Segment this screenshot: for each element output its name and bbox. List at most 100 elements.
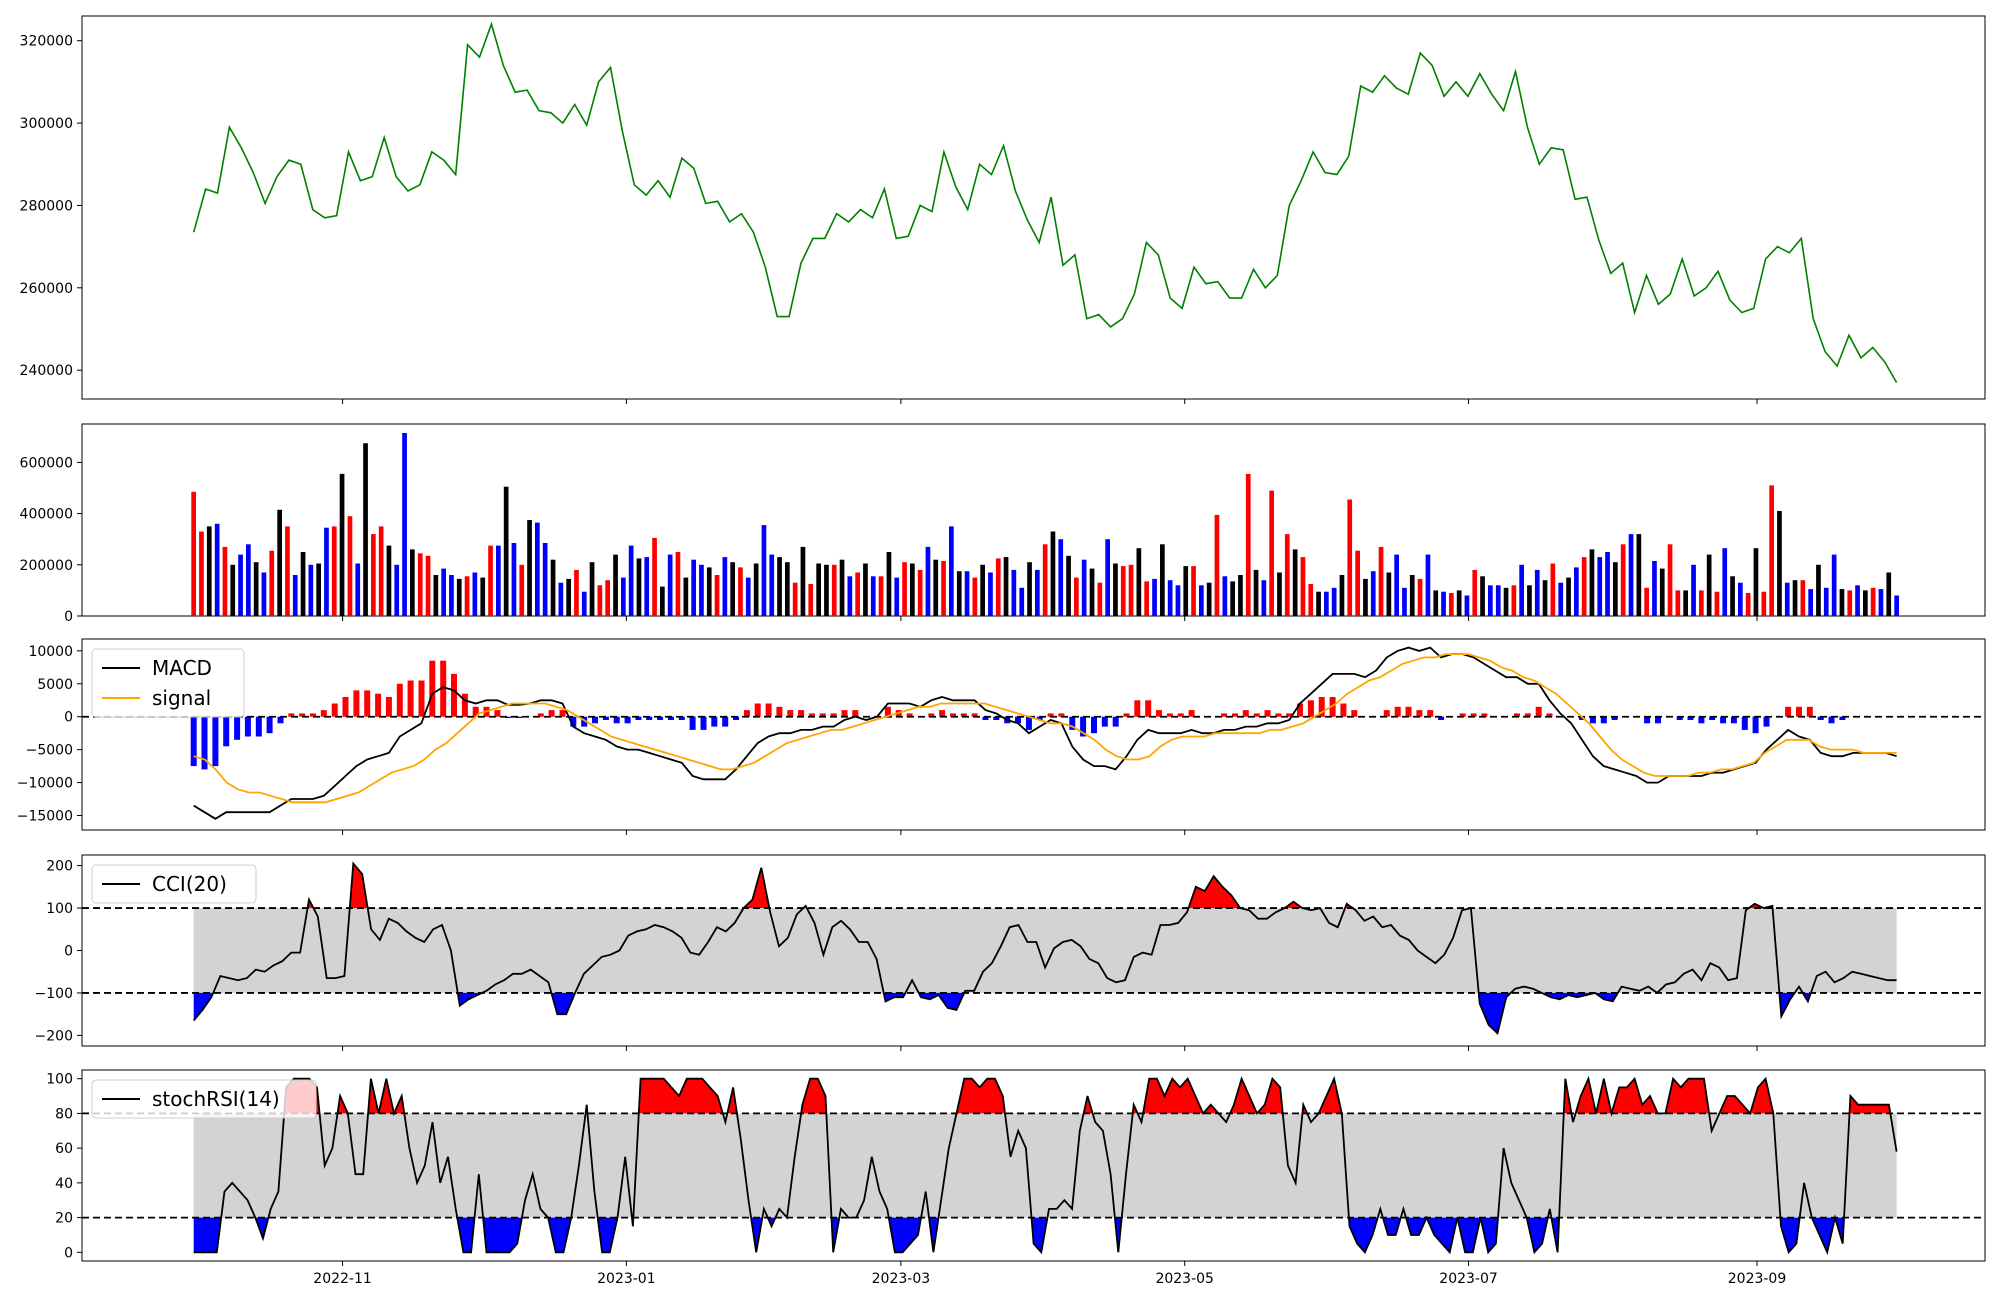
macd-histogram-bar xyxy=(1514,713,1520,717)
y-tick-label: 240000 xyxy=(20,363,73,379)
macd-histogram-bar xyxy=(353,690,360,717)
macd-histogram-bar xyxy=(266,716,273,734)
volume-bar xyxy=(410,549,415,616)
volume-bar xyxy=(761,525,767,616)
x-tick-label: 2023-05 xyxy=(1155,1271,1214,1287)
y-tick-label: 0 xyxy=(64,710,73,726)
volume-bar xyxy=(1675,590,1681,616)
volume-bar xyxy=(1503,587,1509,616)
volume-bar xyxy=(1019,587,1025,616)
macd-histogram-bar xyxy=(1535,706,1542,717)
cci-line xyxy=(193,861,1897,1036)
macd-histogram-bar xyxy=(1763,716,1770,727)
volume-bar xyxy=(1042,544,1048,616)
macd-histogram-bar xyxy=(548,710,555,717)
volume-bar xyxy=(308,564,314,616)
y-tick-label: 10000 xyxy=(28,644,73,660)
volume-bar xyxy=(1488,585,1493,616)
volume-bar xyxy=(800,546,806,616)
volume-bar xyxy=(706,567,712,616)
volume-bar xyxy=(1113,563,1118,616)
volume-bar xyxy=(581,591,587,616)
volume-bar xyxy=(1402,587,1407,616)
macd-histogram-bar xyxy=(657,716,664,720)
volume-bar xyxy=(847,576,853,616)
macd-histogram-bar xyxy=(808,713,815,717)
volume-bar xyxy=(1183,566,1189,616)
macd-histogram-bar xyxy=(1297,703,1303,717)
volume-bar xyxy=(558,582,564,616)
volume-bar xyxy=(1214,514,1220,616)
macd-histogram-bar xyxy=(1817,716,1824,720)
volume-bar xyxy=(191,491,196,616)
macd-histogram-bar xyxy=(223,716,230,747)
date-axis: 2022-11 2023-01 2023-03 2023-05 2023-07 2023-… xyxy=(313,1271,1786,1287)
volume-bar xyxy=(1011,569,1017,616)
volume-bar xyxy=(1566,577,1571,616)
macd-histogram-bar xyxy=(1145,700,1152,717)
volume-bar xyxy=(878,576,884,616)
volume-bar xyxy=(988,572,993,616)
macd-histogram-bar xyxy=(1481,713,1488,717)
volume-bar xyxy=(550,559,556,616)
macd-histogram-bar xyxy=(429,660,436,717)
macd-histogram-bar xyxy=(1720,716,1727,724)
macd-histogram-bar xyxy=(234,716,241,740)
macd-histogram-bar xyxy=(559,710,566,717)
volume-bar xyxy=(1847,590,1853,616)
macd-histogram-bar xyxy=(733,716,739,720)
macd-histogram-bar xyxy=(950,713,956,717)
macd-histogram-bar xyxy=(537,713,544,717)
volume-bar xyxy=(964,571,970,616)
macd-histogram-bar xyxy=(852,710,859,717)
volume-bar xyxy=(316,563,321,616)
y-tick-label: 300000 xyxy=(20,116,73,132)
volume-bar xyxy=(441,568,446,616)
volume-bar xyxy=(1831,554,1837,616)
y-tick-label: 60 xyxy=(55,1141,73,1157)
macd-histogram-bar xyxy=(1036,716,1043,720)
macd-histogram-bar xyxy=(1069,716,1076,730)
volume-bar xyxy=(1316,591,1321,616)
macd-histogram-bar xyxy=(1524,713,1531,717)
volume-bar xyxy=(1620,544,1626,616)
volume-bar xyxy=(714,575,720,616)
macd-histogram-bar xyxy=(451,673,457,717)
macd-histogram-bar xyxy=(798,710,805,717)
volume-bar xyxy=(636,558,642,616)
volume-bar xyxy=(956,571,962,616)
macd-histogram-bar xyxy=(1438,716,1445,720)
macd-histogram-bar xyxy=(255,716,262,737)
volume-bar xyxy=(1792,580,1798,616)
volume-bar xyxy=(589,562,595,616)
legend-label: stochRSI(14) xyxy=(152,1087,280,1111)
volume-bar xyxy=(1878,589,1884,616)
stochrsi-overbought-fill xyxy=(193,1078,1897,1114)
macd-histogram-bar xyxy=(1459,713,1466,717)
volume-bar xyxy=(1160,544,1165,616)
price-panel: 240000 260000 280000 300000 320000 xyxy=(20,15,1986,404)
volume-bar xyxy=(1472,569,1478,616)
volume-bar xyxy=(910,563,915,616)
volume-bar xyxy=(1449,593,1454,616)
volume-bar xyxy=(1120,566,1126,616)
volume-bar xyxy=(667,554,673,616)
volume-bar xyxy=(745,577,751,616)
macd-histogram-bar xyxy=(1785,706,1792,717)
volume-bar xyxy=(1652,561,1657,616)
volume-bar xyxy=(621,577,626,616)
volume-panel: 0 200000 400000 600000 xyxy=(20,423,1986,625)
macd-histogram-bar xyxy=(678,716,685,720)
volume-bar xyxy=(1769,485,1774,616)
volume-bar xyxy=(1519,564,1524,616)
volume-bar xyxy=(699,564,704,616)
macd-histogram-bar xyxy=(928,713,935,717)
macd-histogram-bar xyxy=(592,716,598,724)
volume-bar xyxy=(230,564,236,616)
stochrsi-neutral-band xyxy=(193,1113,1897,1218)
volume-bar xyxy=(1441,591,1446,616)
volume-bar xyxy=(1206,582,1212,616)
volume-bar xyxy=(1722,548,1728,616)
volume-bar xyxy=(535,522,540,616)
